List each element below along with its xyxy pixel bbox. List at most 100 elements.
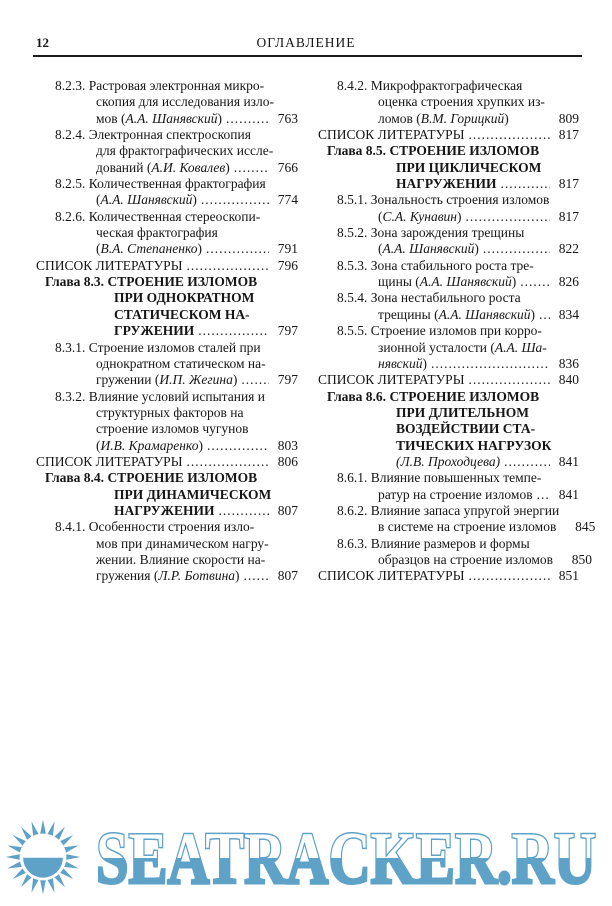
leader-dots: ........................................… — [198, 323, 269, 339]
toc-entry-number: Глава 8.4. — [45, 470, 108, 486]
toc-page-ref: 845 — [575, 519, 596, 535]
toc-references-entry: СПИСОК ЛИТЕРАТУРЫ.......................… — [318, 568, 579, 584]
toc-page-ref: 774 — [277, 192, 298, 208]
toc-page-ref: 803 — [277, 437, 298, 453]
leader-dots: ........................................… — [200, 192, 269, 208]
toc-line: ПРИ ЦИКЛИЧЕСКОМ — [318, 160, 579, 176]
toc-entry-text: СПИСОК ЛИТЕРАТУРЫ — [318, 127, 465, 143]
toc-entry-number: 8.6.2. — [337, 502, 371, 518]
toc-line: в системе на строение изломов 845 — [318, 519, 595, 535]
toc-entry-text: дований (А.И. Ковалев) — [96, 159, 230, 175]
toc-entry-text: строение изломов чугунов — [96, 421, 249, 437]
toc-entry-text: ПРИ ОДНОКРАТНОМ — [114, 290, 255, 306]
toc-references-entry: СПИСОК ЛИТЕРАТУРЫ.......................… — [318, 127, 579, 143]
toc-item-entry: 8.3.1. Строение изломов сталей при однокр… — [36, 340, 298, 389]
toc-chapter-entry: Глава 8.4. СТРОЕНИЕ ИЗЛОМОВ ПРИ ДИНАМИЧЕС… — [36, 470, 298, 519]
toc-column-left: 8.2.3. Растровая электронная микро-скопи… — [36, 78, 298, 585]
toc-entry-text: Количественная стереоскопи- — [88, 208, 261, 224]
toc-column-right: 8.4.2. Микрофрактографическая оценка стро… — [318, 78, 595, 585]
toc-line: (А.А. Шанявский)........................… — [36, 192, 298, 208]
toc-line: 8.3.2. Влияние условий испытания и — [36, 389, 298, 405]
toc-entry-text: в системе на строение изломов — [378, 519, 557, 535]
toc-line: СПИСОК ЛИТЕРАТУРЫ.......................… — [318, 568, 579, 584]
toc-line: мов при динамическом нагру- — [36, 536, 298, 552]
toc-entry-text: СПИСОК ЛИТЕРАТУРЫ — [318, 568, 465, 584]
toc-entry-text: СТРОЕНИЕ ИЗЛОМОВ — [389, 388, 540, 404]
leader-dots: ........................................… — [504, 453, 550, 469]
toc-page-ref: 836 — [558, 355, 579, 371]
toc-line: ратур на строение изломов...............… — [318, 487, 579, 503]
leader-dots: ........................................… — [430, 355, 550, 371]
toc-line: 8.5.1. Зональность строения изломов — [318, 192, 579, 208]
toc-page-ref: 807 — [277, 568, 298, 584]
toc-line: нявский)................................… — [318, 356, 579, 372]
toc-line: СПИСОК ЛИТЕРАТУРЫ.......................… — [36, 258, 298, 274]
toc-item-entry: 8.3.2. Влияние условий испытания и структ… — [36, 389, 298, 454]
leader-dots: ........................................… — [206, 241, 269, 257]
toc-entry-number: 8.5.3. — [337, 257, 371, 273]
toc-line: скопия для исследования изло- — [36, 94, 298, 110]
toc-line: (С.А. Кунавин)..........................… — [318, 209, 579, 225]
sun-icon — [5, 819, 81, 895]
toc-page-ref: 822 — [558, 241, 579, 257]
toc-entry-text: скопия для исследования изло- — [96, 94, 274, 110]
toc-entry-text: СПИСОК ЛИТЕРАТУРЫ — [318, 372, 465, 388]
toc-line: дований (А.И. Ковалев)..................… — [36, 160, 298, 176]
toc-entry-text: ТИЧЕСКИХ НАГРУЗОК — [396, 437, 552, 453]
toc-line: 8.4.1. Особенности строения изло- — [36, 519, 298, 535]
toc-entry-text: СПИСОК ЛИТЕРАТУРЫ — [36, 257, 183, 273]
toc-line: мов (А.А. Шанявский)....................… — [36, 111, 298, 127]
toc-line: 8.5.2. Зона зарождения трещины — [318, 225, 579, 241]
page-title: ОГЛАВЛЕНИЕ — [256, 35, 356, 50]
toc-line: строение изломов чугунов — [36, 421, 298, 437]
toc-item-entry: 8.6.3. Влияние размеров и формы образцов … — [318, 535, 592, 569]
toc-entry-number: 8.2.6. — [55, 208, 89, 224]
toc-page-ref: 840 — [558, 372, 579, 388]
toc-item-entry: 8.6.2. Влияние запаса упругой энергии в с… — [318, 502, 595, 536]
toc-page-ref: 807 — [277, 502, 298, 518]
toc-line: ПРИ ДИНАМИЧЕСКОМ — [36, 487, 298, 503]
toc-line: СПИСОК ЛИТЕРАТУРЫ.......................… — [318, 127, 579, 143]
leader-dots: ........................................… — [468, 127, 550, 143]
toc-entry-text: нявский) — [378, 355, 427, 371]
toc-entry-number: 8.5.1. — [337, 192, 371, 208]
toc-entry-number: 8.5.2. — [337, 225, 371, 241]
toc-entry-text: ПРИ ЦИКЛИЧЕСКОМ — [396, 159, 542, 175]
toc-columns: 8.2.3. Растровая электронная микро-скопи… — [36, 78, 595, 585]
leader-dots: ........................................… — [206, 437, 269, 453]
toc-entry-text: ГРУЖЕНИИ — [114, 323, 195, 339]
toc-entry-number: 8.2.3. — [55, 78, 89, 93]
toc-entry-text: (С.А. Кунавин) — [378, 208, 462, 224]
toc-references-entry: СПИСОК ЛИТЕРАТУРЫ.......................… — [36, 454, 298, 470]
toc-entry-number: 8.3.2. — [55, 388, 89, 404]
toc-page-ref: 797 — [277, 323, 298, 339]
leader-dots: ........................................… — [468, 568, 550, 584]
toc-entry-text: ВОЗДЕЙСТВИИ СТА- — [396, 421, 536, 437]
toc-page-ref: 766 — [277, 159, 298, 175]
toc-line: 8.2.5. Количественная фрактография — [36, 176, 298, 192]
page-number: 12 — [36, 35, 49, 50]
toc-item-entry: 8.2.4. Электронная спектроскопия для фрак… — [36, 127, 298, 176]
toc-item-entry: 8.4.2. Микрофрактографическая оценка стро… — [318, 78, 579, 127]
toc-page-ref: 791 — [277, 241, 298, 257]
toc-line: СТАТИЧЕСКОМ НА- — [36, 307, 298, 323]
toc-line: СПИСОК ЛИТЕРАТУРЫ.......................… — [36, 454, 298, 470]
toc-entry-number: 8.6.3. — [337, 535, 371, 551]
toc-line: гружения (Л.Р. Ботвина).................… — [36, 568, 298, 584]
toc-page-ref: 797 — [277, 372, 298, 388]
toc-page-ref: 796 — [277, 257, 298, 273]
toc-line: зионной усталости (А.А. Ша- — [318, 340, 579, 356]
leader-dots: ........................................… — [218, 502, 269, 518]
toc-entry-number: 8.5.4. — [337, 290, 371, 306]
toc-line: 8.2.6. Количественная стереоскопи- — [36, 209, 298, 225]
toc-page-ref: 826 — [558, 274, 579, 290]
toc-page-ref: 841 — [558, 486, 579, 502]
watermark: SEATRACKER.RU — [95, 817, 598, 902]
watermark-text: SEATRACKER.RU — [96, 818, 596, 900]
toc-entry-number: Глава 8.6. — [327, 388, 390, 404]
leader-dots: ........................................… — [482, 241, 550, 257]
toc-entry-text: Микрофрактографическая — [370, 78, 523, 93]
toc-line: ческая фрактография — [36, 225, 298, 241]
toc-entry-text: СТРОЕНИЕ ИЗЛОМОВ — [107, 274, 258, 290]
